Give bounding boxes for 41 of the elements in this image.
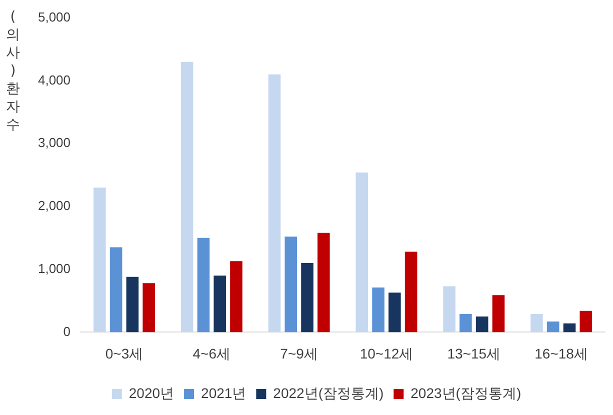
x-tick-label: 0~3세: [105, 345, 144, 362]
bar: [580, 310, 592, 332]
bar: [563, 323, 576, 332]
bar: [268, 74, 281, 332]
bar: [180, 62, 194, 332]
bar: [301, 263, 314, 332]
bar: [230, 261, 242, 332]
bar: [356, 172, 368, 332]
x-tick-label: 16~18세: [534, 345, 588, 362]
legend-label: 2023년(잠정통계): [410, 384, 522, 401]
y-tick-label: 4,000: [38, 72, 71, 88]
y-axis-title: (의사)환자 수: [5, 8, 21, 134]
y-tick-label: 2,000: [38, 198, 71, 214]
legend-label: 2021년: [201, 384, 246, 401]
x-tick-label: 13~15세: [447, 345, 501, 362]
bar: [476, 316, 488, 332]
bar: [94, 188, 106, 332]
bar: [530, 314, 543, 332]
legend-label: 2020년: [128, 384, 174, 401]
bar: [284, 236, 298, 332]
x-tick-label: 7~9세: [280, 345, 318, 362]
bar: [142, 283, 155, 332]
bar: [197, 238, 210, 332]
bar: [388, 292, 401, 332]
bar: [546, 322, 560, 332]
x-tick-label: 4~6세: [192, 345, 231, 362]
y-tick-label: 3,000: [38, 135, 71, 150]
bar: [110, 247, 122, 332]
bar: [404, 252, 418, 332]
bar: [318, 232, 330, 332]
bar: [492, 295, 505, 332]
y-tick-label: 5,000: [38, 9, 71, 24]
bar: [372, 288, 384, 332]
x-tick-label: 10~12세: [360, 345, 414, 362]
bar: [214, 276, 226, 332]
legend-label: 2022년(잠정통계): [273, 384, 384, 401]
bar: [443, 286, 456, 332]
bar: [126, 276, 139, 332]
y-tick-label: 0: [63, 324, 71, 339]
bar: [460, 314, 472, 332]
y-tick-label: 1,000: [38, 260, 71, 276]
